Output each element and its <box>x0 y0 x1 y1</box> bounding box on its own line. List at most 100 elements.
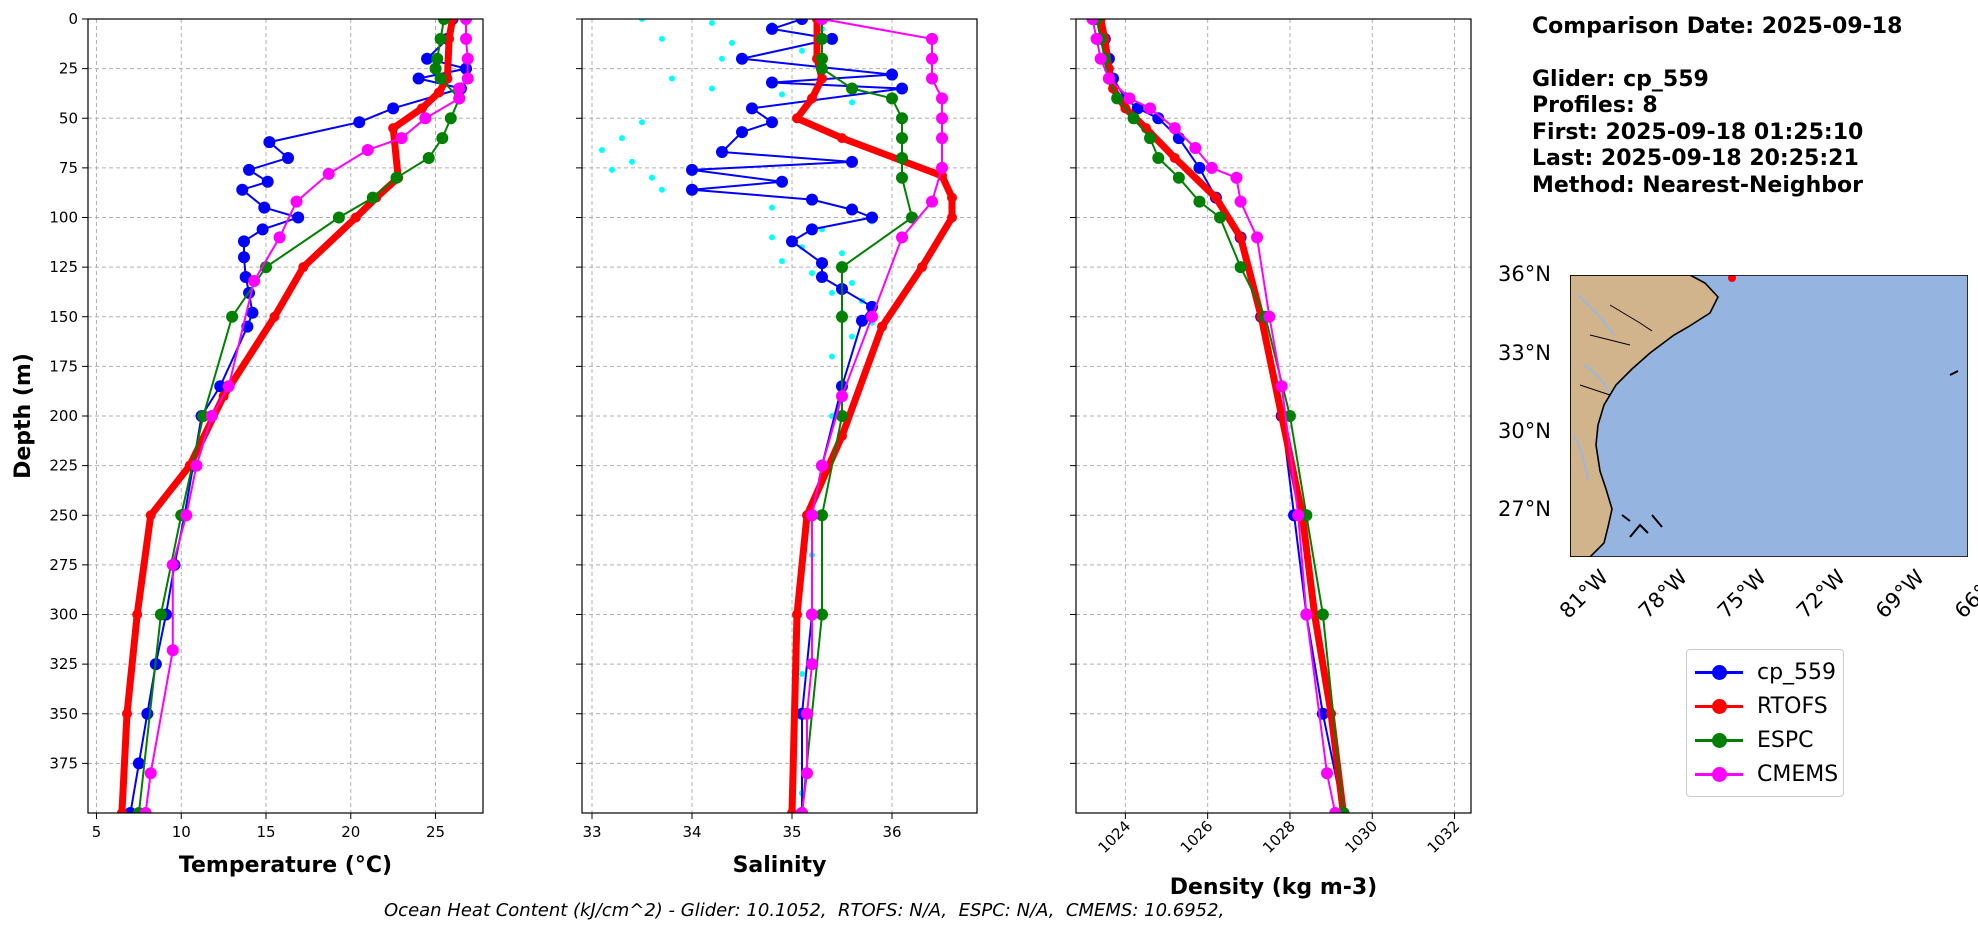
cp_559-point <box>716 145 728 158</box>
legend-label: cp_559 <box>1757 659 1837 685</box>
rtofs-point <box>298 262 309 273</box>
method: Method: Nearest-Neighbor <box>1532 172 1863 198</box>
x-tick-label: 10 <box>172 823 191 841</box>
cmems-point <box>936 112 948 125</box>
cp_559-point <box>826 32 838 45</box>
cmems-point <box>139 807 152 813</box>
espc-point <box>896 171 908 184</box>
y-tick-label: 150 <box>49 308 78 326</box>
x-tick-label: 5 <box>92 823 102 841</box>
cp_559-point <box>846 203 858 216</box>
cmems-point <box>1320 767 1333 780</box>
x-tick-label: 1032 <box>1424 817 1464 857</box>
rtofs-point <box>947 212 957 223</box>
espc-point <box>434 72 447 85</box>
cp_559-point <box>1193 161 1206 174</box>
espc-point <box>197 410 210 422</box>
espc-point <box>1144 132 1157 145</box>
espc-point <box>366 191 379 204</box>
glider-location-marker <box>1728 274 1736 282</box>
cp_559-point <box>866 211 878 224</box>
cp_559-point <box>214 380 227 393</box>
cmems-point <box>453 82 466 95</box>
legend-item-glider: cp_559 <box>1695 657 1836 687</box>
espc-point <box>444 112 457 125</box>
last-time: Last: 2025-09-18 20:25:21 <box>1532 146 1859 171</box>
espc-point <box>816 509 828 522</box>
cp_559-line <box>129 19 467 813</box>
x-axis-label: Density (kg m-3) <box>1170 875 1378 900</box>
legend-label: RTOFS <box>1757 693 1828 719</box>
cp_559-point <box>766 22 778 35</box>
y-tick-label: 200 <box>49 407 78 425</box>
axes-frame <box>1075 18 1472 814</box>
raw-point <box>779 91 785 98</box>
raw-point <box>769 234 775 241</box>
rtofs-point <box>787 808 797 813</box>
rtofs-point <box>917 262 927 273</box>
bermuda-island <box>1949 370 1959 376</box>
cp_559-point <box>421 52 434 65</box>
espc-point <box>1300 509 1313 522</box>
y-tick-label: 300 <box>49 606 78 624</box>
espc-point <box>154 608 167 621</box>
espc-point <box>896 151 908 164</box>
map-lat-label: 36°N <box>1498 262 1551 286</box>
map-canvas <box>1569 274 1969 558</box>
x-axis-label: Salinity <box>733 853 827 878</box>
espc-point <box>816 52 828 65</box>
espc-point <box>1127 112 1140 125</box>
y-tick-label: 225 <box>49 457 78 475</box>
espc-point <box>816 62 828 75</box>
cp_559-point <box>246 306 259 319</box>
raw-point <box>729 39 735 46</box>
rtofs-line <box>1097 19 1347 813</box>
y-tick-label: 325 <box>49 655 78 673</box>
cmems-point <box>796 807 808 813</box>
cp_559-point <box>292 211 305 224</box>
espc-point <box>836 261 848 274</box>
cmems-point <box>461 72 474 85</box>
cmems-point <box>190 459 203 472</box>
cmems-point <box>180 509 193 522</box>
y-tick-label: 175 <box>49 357 78 375</box>
cmems-point <box>926 195 938 208</box>
cmems-point <box>936 161 948 174</box>
cmems-point <box>801 767 813 780</box>
cp_559-point <box>766 76 778 89</box>
rivers <box>1573 294 1615 481</box>
espc-point <box>422 151 435 164</box>
bahamas-islands <box>1621 514 1663 538</box>
y-tick-label: 75 <box>59 159 78 177</box>
cmems-point <box>806 658 818 671</box>
rtofs-point <box>837 133 847 144</box>
cmems-point <box>801 707 813 720</box>
cmems-point <box>290 195 303 208</box>
rtofs-point <box>807 93 817 104</box>
rtofs-point <box>1326 708 1337 719</box>
cp_559-point <box>282 151 295 164</box>
cp_559-point <box>1131 102 1144 115</box>
cmems-point <box>1263 310 1276 323</box>
cp_559-point <box>846 155 858 168</box>
raw-point <box>849 99 855 106</box>
cmems-point <box>144 767 157 780</box>
cp_559-point <box>776 175 788 188</box>
espc-point <box>436 132 449 145</box>
legend-line-icon <box>1695 698 1743 714</box>
cmems-point <box>806 608 818 621</box>
cmems-point <box>1329 807 1342 813</box>
rtofs-point <box>269 311 280 322</box>
y-tick-label: 25 <box>59 60 78 78</box>
rtofs-point <box>817 73 827 84</box>
cmems-point <box>806 509 818 522</box>
cmems-point <box>205 410 218 422</box>
legend-line-icon <box>1695 732 1743 748</box>
rtofs-point <box>447 19 458 24</box>
rtofs-point <box>1235 232 1246 243</box>
raw-point <box>659 35 665 42</box>
raw-point <box>629 158 635 165</box>
cp_559-point <box>237 235 250 248</box>
raw-point <box>779 258 785 265</box>
raw-point <box>799 671 805 678</box>
